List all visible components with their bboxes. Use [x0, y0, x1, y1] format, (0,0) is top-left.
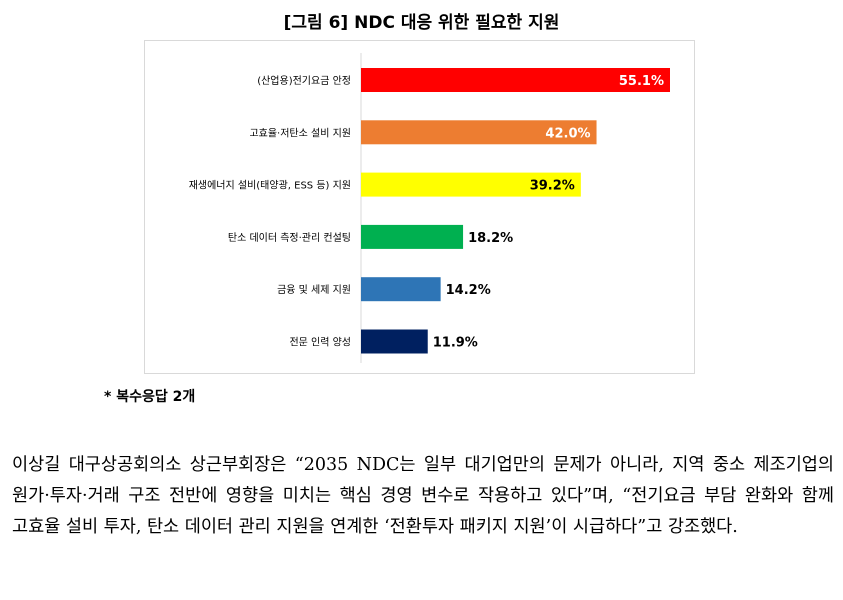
category-label: (산업용)전기요금 안정 — [257, 74, 351, 87]
category-label: 고효율·저탄소 설비 지원 — [249, 127, 351, 139]
category-label: 재생에너지 설비(태양광, ESS 등) 지원 — [189, 180, 351, 192]
bar — [361, 277, 441, 302]
article-paragraph: 이상길 대구상공회의소 상근부회장은 “2035 NDC는 일부 대기업만의 문… — [12, 455, 834, 537]
bar-chart: (산업용)전기요금 안정 55.1% 고효율·저탄소 설비 지원 42.0% 재생에너지… — [144, 40, 695, 374]
figure-title: [그림 6] NDC 대응 위한 필요한 지원 — [283, 13, 560, 33]
bar — [361, 68, 670, 92]
chart-canvas: (산업용)전기요금 안정 55.1% 고효율·저탄소 설비 지원 42.0% 재생에너지… — [189, 53, 670, 363]
value-label: 42.0% — [545, 126, 590, 141]
value-label: 39.2% — [530, 179, 575, 194]
value-label: 11.9% — [433, 336, 478, 351]
value-label: 14.2% — [446, 283, 491, 298]
category-label: 탄소 데이터 측정·관리 컨설팅 — [228, 232, 351, 244]
category-label: 금융 및 세제 지원 — [277, 284, 351, 296]
bar — [361, 329, 428, 354]
bar — [361, 172, 581, 197]
bar — [361, 120, 597, 145]
category-label: 전문 인력 양성 — [289, 337, 351, 349]
bar — [361, 224, 464, 249]
figure-footnote: * 복수응답 2개 — [104, 389, 196, 405]
value-label: 55.1% — [619, 74, 664, 89]
value-label: 18.2% — [468, 231, 513, 246]
